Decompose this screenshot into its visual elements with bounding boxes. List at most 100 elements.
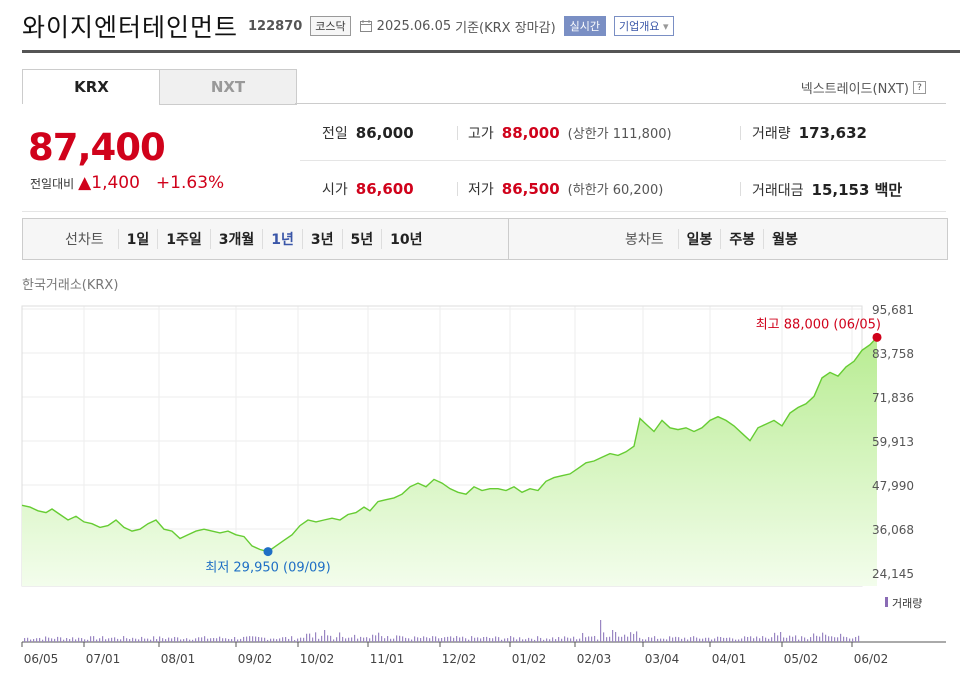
period-5y-button[interactable]: 5년	[341, 229, 382, 249]
volume-bar	[612, 630, 614, 642]
x-tick-label: 11/01	[370, 652, 405, 666]
volume-bar	[240, 638, 242, 642]
volume-bar	[126, 638, 128, 642]
volume-bar	[387, 636, 389, 642]
volume-legend-swatch	[885, 597, 888, 607]
volume-bar	[534, 639, 536, 642]
period-1w-button[interactable]: 1주일	[157, 229, 210, 249]
volume-bar	[660, 638, 662, 642]
volume-bar	[372, 634, 374, 642]
low-label: 최저 29,950 (09/09)	[205, 561, 330, 576]
volume-bar	[552, 637, 554, 642]
volume-bar	[87, 639, 89, 642]
tab-krx[interactable]: KRX	[22, 69, 161, 104]
volume-bar	[444, 637, 446, 642]
period-1y-button[interactable]: 1년	[262, 229, 302, 249]
toolbar-divider	[508, 219, 509, 259]
help-icon[interactable]: ?	[913, 81, 926, 94]
candle-chart-group: 봉차트 일봉 주봉 월봉	[625, 219, 806, 259]
volume-bar	[105, 639, 107, 642]
volume-bar	[216, 638, 218, 642]
volume-bar	[399, 635, 401, 642]
volume-bar	[441, 638, 443, 642]
volume-bar	[528, 637, 530, 642]
volume-bar	[813, 633, 815, 642]
volume-bar	[474, 637, 476, 642]
price-chart[interactable]: 95,681 83,758 71,836 59,913 47,990 36,068 24,1…	[0, 296, 960, 682]
volume-bar	[624, 634, 626, 642]
volume-bar	[309, 633, 311, 642]
basis-date: 2025.06.05 기준(KRX 장마감)	[359, 17, 556, 36]
volume-bar	[261, 637, 263, 642]
nxt-link[interactable]: 넥스트레이드(NXT) ?	[801, 78, 926, 97]
volume-bar	[756, 636, 758, 642]
volume-bar	[117, 638, 119, 642]
period-3m-button[interactable]: 3개월	[209, 229, 263, 249]
stat-high: 고가 88,000 (상한가 111,800)	[468, 123, 672, 143]
market-badge: 코스닥	[310, 16, 351, 36]
up-arrow-icon: ▲	[78, 173, 92, 193]
volume-bar	[507, 638, 509, 642]
volume-bar	[438, 638, 440, 642]
volume-bar	[858, 635, 860, 642]
volume-bar	[207, 638, 209, 642]
volume-bar	[96, 639, 98, 642]
corp-overview-dropdown[interactable]: 기업개요 ▾	[614, 16, 674, 36]
volume-bar	[270, 638, 272, 642]
volume-bar	[414, 636, 416, 642]
stat-separator	[457, 182, 458, 196]
volume-bar	[465, 638, 467, 642]
candle-monthly-button[interactable]: 월봉	[763, 229, 806, 249]
volume-bar	[795, 635, 797, 642]
volume-bar	[843, 636, 845, 642]
stat-sub: (상한가 111,800)	[567, 127, 672, 142]
period-1d-button[interactable]: 1일	[117, 229, 158, 249]
price-change: 전일대비 ▲1,400 +1.63%	[30, 173, 224, 193]
candle-daily-button[interactable]: 일봉	[677, 229, 721, 249]
volume-bar	[417, 637, 419, 642]
volume-bar	[687, 639, 689, 642]
tab-nxt[interactable]: NXT	[159, 69, 297, 105]
volume-bar	[708, 637, 710, 642]
volume-bar	[726, 637, 728, 642]
volume-bar	[606, 637, 608, 642]
volume-bar	[132, 637, 134, 642]
y-tick-label: 47,990	[872, 479, 914, 493]
x-tick-label: 06/02	[854, 652, 889, 666]
stats-divider	[300, 160, 946, 161]
volume-bar	[357, 638, 359, 642]
volume-bar	[321, 635, 323, 642]
volume-bar	[255, 636, 257, 642]
realtime-button[interactable]: 실시간	[563, 16, 607, 36]
volume-bar	[702, 638, 704, 642]
volume-bar	[381, 636, 383, 642]
volume-bar	[834, 637, 836, 642]
volume-bar	[159, 636, 161, 642]
volume-bar	[447, 636, 449, 642]
volume-bar	[696, 637, 698, 642]
volume-bar	[615, 631, 617, 642]
volume-bar	[99, 638, 101, 642]
volume-bar	[750, 636, 752, 642]
volume-bar	[786, 637, 788, 642]
volume-bar	[318, 638, 320, 642]
volume-bar	[390, 638, 392, 642]
volume-bar	[276, 639, 278, 642]
volume-bar	[348, 637, 350, 642]
stat-open: 시가 86,600	[322, 179, 414, 199]
volume-bar	[594, 635, 596, 642]
period-3y-button[interactable]: 3년	[301, 229, 342, 249]
period-10y-button[interactable]: 10년	[381, 229, 430, 249]
change-value: ▲1,400	[78, 173, 140, 193]
volume-bar	[354, 634, 356, 642]
volume-bar	[627, 636, 629, 642]
current-price: 87,400	[28, 126, 166, 169]
stock-header: 와이지엔터테인먼트 122870 코스닥 2025.06.05 기준(KRX 장…	[22, 8, 674, 44]
volume-bar	[291, 636, 293, 642]
volume-bar	[570, 638, 572, 642]
volume-bar	[837, 637, 839, 642]
volume-bar	[324, 630, 326, 642]
candle-weekly-button[interactable]: 주봉	[720, 229, 763, 249]
volume-bar	[501, 639, 503, 642]
volume-bar	[759, 638, 761, 642]
